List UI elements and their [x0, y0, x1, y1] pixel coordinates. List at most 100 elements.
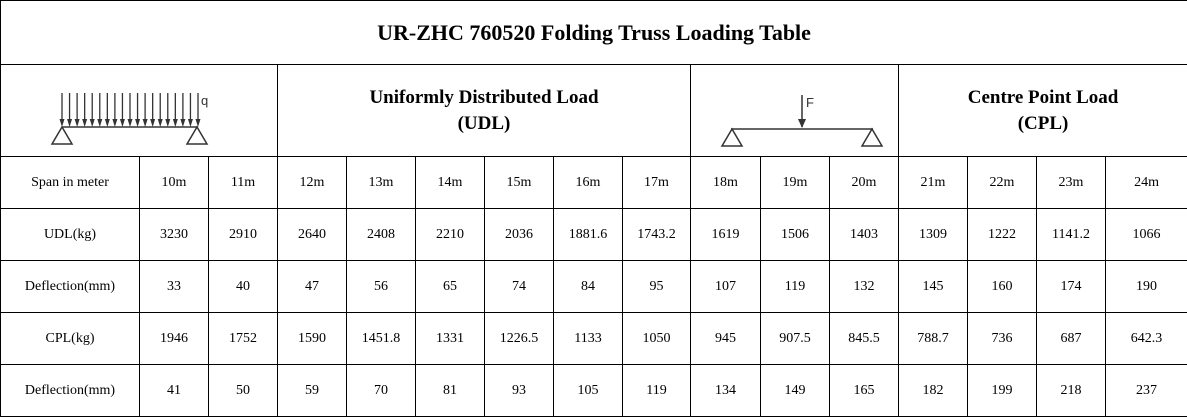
value-cell: 1590	[277, 312, 347, 365]
load-arrowhead	[74, 119, 80, 127]
value-cell: 1619	[690, 208, 761, 261]
value-cell: 1506	[760, 208, 830, 261]
value-cell: 50	[208, 364, 278, 417]
value-cell: 2640	[277, 208, 347, 261]
table-row: Deflection(mm) 33 40 47 56 65 74 84 95 107 119 132 1…	[0, 260, 1187, 313]
table-row: CPL(kg) 1946 1752 1590 1451.8 1331 1226.5 1133 1…	[0, 312, 1187, 365]
value-cell: 642.3	[1104, 312, 1187, 365]
value-cell: 2910	[208, 208, 278, 261]
udl-beam-diagram-icon: q	[50, 93, 209, 145]
load-arrowhead	[135, 119, 141, 127]
value-cell: 33	[139, 260, 209, 313]
span-cell: 18m	[690, 156, 761, 209]
span-cell: 10m	[139, 156, 209, 209]
load-arrowhead	[112, 119, 118, 127]
value-cell: 1309	[898, 208, 968, 261]
row-label: Deflection(mm)	[0, 260, 140, 313]
value-cell: 1050	[622, 312, 691, 365]
value-cell: 182	[898, 364, 968, 417]
value-cell: 59	[277, 364, 347, 417]
value-cell: 149	[760, 364, 830, 417]
value-cell: 65	[415, 260, 485, 313]
value-cell: 845.5	[829, 312, 899, 365]
value-cell: 81	[415, 364, 485, 417]
span-cell: 17m	[622, 156, 691, 209]
value-cell: 1331	[415, 312, 485, 365]
value-cell: 736	[967, 312, 1037, 365]
value-cell: 160	[967, 260, 1037, 313]
load-arrowhead	[104, 119, 110, 127]
value-cell: 199	[967, 364, 1037, 417]
value-cell: 1743.2	[622, 208, 691, 261]
row-label: Span in meter	[0, 156, 140, 209]
row-label: CPL(kg)	[0, 312, 140, 365]
value-cell: 41	[139, 364, 209, 417]
row-label: UDL(kg)	[0, 208, 140, 261]
load-arrowhead	[195, 119, 201, 127]
value-cell: 174	[1036, 260, 1106, 313]
value-cell: 145	[898, 260, 968, 313]
span-cell: 20m	[829, 156, 899, 209]
value-cell: 1226.5	[484, 312, 554, 365]
load-arrowhead	[89, 119, 95, 127]
span-cell: 14m	[415, 156, 485, 209]
cpl-heading-line1: Centre Point Load	[967, 86, 1119, 108]
udl-heading-line1: Uniformly Distributed Load	[369, 86, 599, 108]
load-arrowhead	[97, 119, 103, 127]
value-cell: 1946	[139, 312, 209, 365]
value-cell: 2210	[415, 208, 485, 261]
value-cell: 1222	[967, 208, 1037, 261]
value-cell: 2036	[484, 208, 554, 261]
value-cell: 945	[690, 312, 761, 365]
value-cell: 47	[277, 260, 347, 313]
load-arrowhead	[150, 119, 156, 127]
value-cell: 132	[829, 260, 899, 313]
value-cell: 70	[346, 364, 416, 417]
value-cell: 56	[346, 260, 416, 313]
span-cell: 16m	[553, 156, 623, 209]
table-row: UDL(kg) 3230 2910 2640 2408 2210 2036 1881.6 174…	[0, 208, 1187, 261]
value-cell: 95	[622, 260, 691, 313]
cpl-beam-diagram-icon: F	[720, 95, 884, 147]
value-cell: 74	[484, 260, 554, 313]
value-cell: 1881.6	[553, 208, 623, 261]
cpl-heading: Centre Point Load (CPL)	[897, 64, 1187, 157]
load-arrowhead	[172, 119, 178, 127]
load-arrowhead	[82, 119, 88, 127]
value-cell: 907.5	[760, 312, 830, 365]
udl-diagram-cell: q	[0, 64, 278, 157]
value-cell: 190	[1104, 260, 1187, 313]
value-cell: 2408	[346, 208, 416, 261]
value-cell: 119	[760, 260, 830, 313]
load-arrowhead	[127, 119, 133, 127]
span-cell: 12m	[277, 156, 347, 209]
load-arrowhead	[59, 119, 65, 127]
value-cell: 1066	[1104, 208, 1187, 261]
cpl-heading-line2: (CPL)	[1017, 112, 1069, 134]
value-cell: 119	[622, 364, 691, 417]
value-cell: 1133	[553, 312, 623, 365]
table-row: Deflection(mm) 41 50 59 70 81 93 105 119 134 149 16…	[0, 364, 1187, 417]
load-arrowhead	[67, 119, 73, 127]
value-cell: 84	[553, 260, 623, 313]
load-arrowhead	[119, 119, 125, 127]
value-cell: 687	[1036, 312, 1106, 365]
load-arrowhead	[165, 119, 171, 127]
span-row: Span in meter 10m 11m 12m 13m 14m 15m 16m 17m 18…	[0, 156, 1187, 209]
span-cell: 24m	[1104, 156, 1187, 209]
value-cell: 3230	[139, 208, 209, 261]
span-cell: 23m	[1036, 156, 1106, 209]
value-cell: 107	[690, 260, 761, 313]
value-cell: 788.7	[898, 312, 968, 365]
value-cell: 134	[690, 364, 761, 417]
value-cell: 218	[1036, 364, 1106, 417]
cpl-diagram-cell: F	[690, 64, 899, 157]
load-arrowhead	[180, 119, 186, 127]
span-cell: 19m	[760, 156, 830, 209]
udl-heading: Uniformly Distributed Load (UDL)	[277, 64, 691, 157]
row-label: Deflection(mm)	[0, 364, 140, 417]
span-cell: 13m	[346, 156, 416, 209]
value-cell: 165	[829, 364, 899, 417]
udl-heading-line2: (UDL)	[457, 112, 511, 134]
